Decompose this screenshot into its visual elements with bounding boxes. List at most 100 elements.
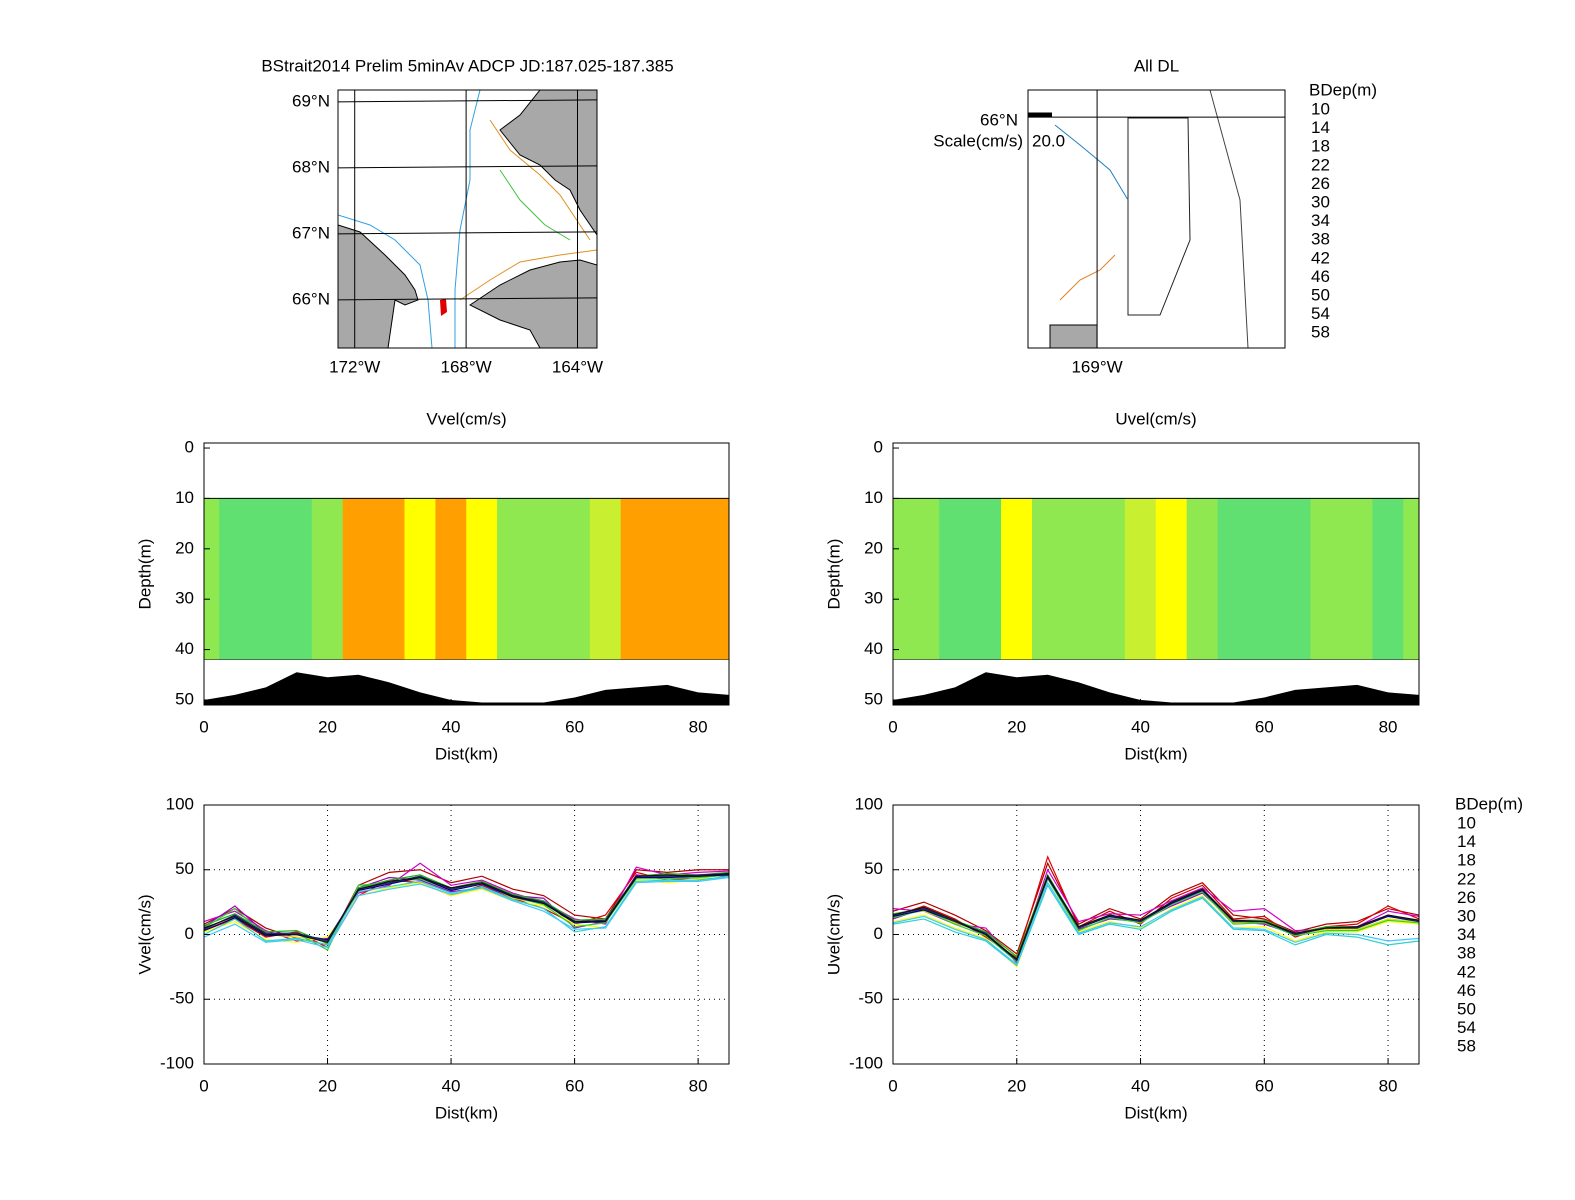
y-axis-label: Depth(m): [135, 539, 154, 610]
y-tick-label: 100: [855, 794, 883, 813]
land: [499, 90, 597, 236]
data-line: [203, 873, 730, 943]
contour-cell: [203, 498, 220, 660]
contour-cell: [589, 498, 622, 660]
data-line: [892, 881, 1420, 968]
isobath: [459, 249, 597, 301]
x-axis-label: Dist(km): [1124, 744, 1187, 763]
contour-cell: [1155, 498, 1188, 660]
legend-entry: 14: [1311, 118, 1330, 137]
x-tick-label: 60: [1255, 717, 1274, 736]
legend-entry: 42: [1311, 248, 1330, 267]
contour-cell: [682, 498, 714, 660]
data-line: [203, 871, 730, 943]
legend-entry: 54: [1311, 304, 1330, 323]
contour-cell: [1001, 498, 1033, 660]
axes-frame: [337, 89, 598, 349]
x-axis-label: Dist(km): [435, 1103, 498, 1122]
y-tick-label: 30: [864, 589, 883, 608]
y-axis-label: Uvel(cm/s): [824, 894, 843, 975]
data-line: [892, 874, 1420, 961]
bathymetry: [893, 672, 1419, 705]
contour-cell: [620, 498, 653, 660]
contour-cell: [1403, 498, 1420, 660]
legend-entry: 46: [1311, 267, 1330, 286]
contour-cell: [939, 498, 971, 660]
contour-cell: [466, 498, 498, 660]
chart-title: Uvel(cm/s): [1115, 409, 1196, 428]
y-tick-label: 69°N: [292, 91, 330, 110]
contour-cell: [713, 498, 730, 660]
y-tick-label: 20: [175, 538, 194, 557]
y-tick-label: -50: [858, 989, 883, 1008]
land: [1049, 324, 1098, 349]
legend-entry: 10: [1457, 813, 1476, 832]
y-tick-label: 66°N: [292, 289, 330, 308]
map-background: [338, 90, 597, 348]
x-tick-label: 0: [199, 717, 208, 736]
legend-entry: 38: [1457, 944, 1476, 963]
x-tick-label: 80: [1379, 717, 1398, 736]
legend-entry: 22: [1311, 155, 1330, 174]
scale-label: Scale(cm/s): [933, 131, 1023, 150]
data-line: [892, 868, 1420, 965]
legend-entry: 42: [1457, 962, 1476, 981]
y-tick-label: 50: [175, 689, 194, 708]
contour-cell: [1372, 498, 1404, 660]
latitude-line: [337, 297, 598, 301]
legend-entry: 34: [1457, 925, 1476, 944]
contour-cell: [1248, 498, 1281, 660]
contour-cell: [342, 498, 375, 660]
contour-cell: [651, 498, 683, 660]
legend-entry: 18: [1457, 851, 1476, 870]
y-tick-label: -50: [169, 989, 194, 1008]
contour-cell: [1124, 498, 1157, 660]
y-tick-label: 0: [185, 438, 194, 457]
x-tick-label: 40: [1131, 717, 1150, 736]
contour-cell: [373, 498, 405, 660]
land: [469, 259, 597, 348]
y-tick-label: 10: [864, 488, 883, 507]
axes-frame: [1027, 89, 1286, 349]
data-line: [203, 876, 730, 949]
y-tick-label: -100: [849, 1053, 883, 1072]
latitude-line: [337, 165, 598, 169]
x-tick-label: 164°W: [552, 357, 603, 376]
isobath: [338, 214, 433, 348]
x-tick-label: 20: [318, 1076, 337, 1095]
legend-entry: 50: [1311, 285, 1330, 304]
x-tick-label: 0: [888, 717, 897, 736]
x-tick-label: 40: [442, 717, 461, 736]
data-line: [892, 881, 1420, 966]
x-axis-label: Dist(km): [1124, 1103, 1187, 1122]
y-tick-label: 20: [864, 538, 883, 557]
legend-entry: 34: [1311, 211, 1330, 230]
contour-cell: [280, 498, 313, 660]
legend-entry: 58: [1311, 323, 1330, 342]
survey-track: [1127, 117, 1191, 316]
y-tick-label: 68°N: [292, 157, 330, 176]
contour-cell: [528, 498, 560, 660]
x-tick-label: 80: [689, 717, 708, 736]
contour-cell: [558, 498, 591, 660]
y-tick-label: 50: [864, 689, 883, 708]
contour-cell: [435, 498, 467, 660]
x-tick-label: 40: [1131, 1076, 1150, 1095]
y-tick-label: 50: [864, 859, 883, 878]
y-tick-label: 67°N: [292, 223, 330, 242]
y-tick-label: 30: [175, 589, 194, 608]
contour-cell: [1031, 498, 1064, 660]
y-tick-label: 0: [874, 924, 883, 943]
legend-entry: 30: [1311, 192, 1330, 211]
legend-entry: 46: [1457, 981, 1476, 1000]
latitude-line: [337, 99, 598, 103]
legend-entry: 38: [1311, 230, 1330, 249]
chart-title: All DL: [1134, 56, 1179, 75]
x-tick-label: 172°W: [329, 357, 380, 376]
contour-cell: [404, 498, 436, 660]
latitude-line: [337, 231, 598, 235]
contour-cell: [219, 498, 251, 660]
data-line: [203, 875, 730, 946]
